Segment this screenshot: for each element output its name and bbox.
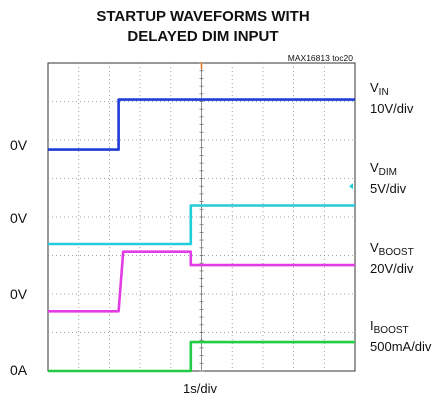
channel-label-vin: VIN 10V/div: [370, 80, 413, 117]
chart-title-line1: STARTUP WAVEFORMS WITH: [96, 8, 310, 25]
channel-name-iboost: IBOOST: [370, 318, 409, 336]
figure-reference: MAX16813 toc20: [287, 53, 353, 63]
channel-scale-iboost: 500mA/div: [370, 339, 432, 354]
channel-label-vboost: VBOOST 20V/div: [370, 240, 414, 277]
ground-label-vin: 0V: [10, 137, 28, 153]
channel-name-vdim: VDIM: [370, 160, 398, 178]
trace-vdim: [48, 204, 355, 246]
trace-vboost: [48, 250, 355, 313]
channel-scale-vboost: 20V/div: [370, 261, 414, 276]
trace-vin: [48, 98, 355, 151]
vdim-cursor-arrow: [349, 183, 353, 190]
x-axis-label: 1s/div: [183, 381, 217, 396]
channel-name-vin: VIN: [370, 80, 389, 98]
channel-scale-vin: 10V/div: [370, 101, 414, 116]
channel-label-iboost: IBOOST 500mA/div: [370, 318, 431, 355]
ground-label-vboost: 0V: [10, 286, 28, 302]
channel-name-vboost: VBOOST: [370, 240, 414, 258]
channel-label-vdim: VDIM 5V/div: [370, 160, 406, 197]
channel-scale-vdim: 5V/div: [370, 181, 407, 196]
ground-label-iboost: 0A: [10, 362, 28, 378]
chart-title-line2: DELAYED DIM INPUT: [127, 28, 279, 45]
ground-label-vdim: 0V: [10, 210, 28, 226]
trace-iboost: [48, 340, 355, 373]
